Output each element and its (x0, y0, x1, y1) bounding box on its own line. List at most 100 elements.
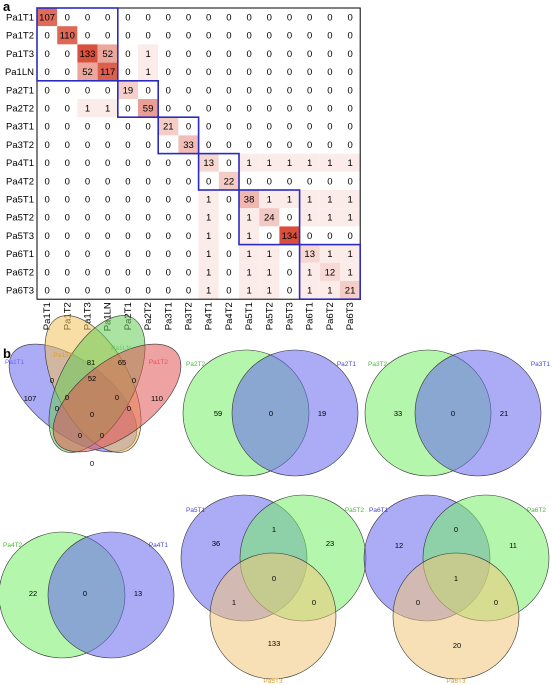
heatmap-cell (158, 117, 179, 136)
heatmap-cell (319, 80, 340, 99)
patient-group-box (157, 116, 200, 155)
heatmap-cell-value: 0 (287, 67, 292, 78)
heatmap-cell (319, 117, 340, 136)
heatmap-cell (138, 44, 159, 63)
heatmap-cell (198, 262, 219, 281)
heatmap-cell (340, 62, 361, 81)
heatmap-cell (198, 62, 219, 81)
heatmap-cell (138, 171, 159, 190)
heatmap-cell-value: 0 (85, 85, 90, 96)
venn-region-count: 0 (50, 376, 54, 385)
heatmap-cell (319, 99, 340, 118)
heatmap-cell (218, 117, 239, 136)
venn-set-circle (392, 552, 520, 680)
heatmap-cell-value: 0 (246, 176, 251, 187)
venn-set-name: Pa3T2 (368, 361, 388, 368)
heatmap-cell (57, 153, 78, 172)
heatmap-cell (77, 281, 98, 300)
heatmap-cell-value: 0 (65, 195, 70, 206)
heatmap-cell-value: 0 (347, 13, 352, 24)
heatmap-cell-value: 0 (65, 286, 70, 297)
heatmap-cell (138, 26, 159, 45)
heatmap-cell-value: 0 (145, 231, 150, 242)
heatmap-cell-value: 0 (267, 13, 272, 24)
heatmap-cell-value: 0 (65, 13, 70, 24)
venn-set-name: Pa5T1 (186, 507, 206, 514)
heatmap-cell (138, 62, 159, 81)
heatmap-cell-value: 0 (125, 13, 130, 24)
heatmap-cell (279, 171, 300, 190)
heatmap-cell-value: 1 (327, 213, 332, 224)
heatmap-cell (37, 153, 58, 172)
heatmap-cell-value: 0 (85, 213, 90, 224)
heatmap-cell-value: 0 (186, 31, 191, 42)
heatmap-cell (178, 135, 199, 154)
venn-region-count: 13 (134, 589, 142, 598)
heatmap-cell-value: 0 (287, 267, 292, 278)
heatmap-cell (77, 171, 98, 190)
heatmap-cell-value: 24 (264, 213, 275, 224)
column-label: Pa4T2 (224, 302, 235, 330)
venn-set-name: Pa3T1 (531, 361, 551, 368)
heatmap-cell-value: 1 (206, 231, 211, 242)
heatmap-cell-value: 0 (307, 31, 312, 42)
heatmap-cell (198, 171, 219, 190)
heatmap-cell (218, 262, 239, 281)
heatmap-cell (340, 226, 361, 245)
heatmap-cell-value: 0 (105, 176, 110, 187)
heatmap-cell (319, 153, 340, 172)
heatmap-cell-value: 0 (226, 122, 231, 133)
heatmap-cell-value: 1 (206, 286, 211, 297)
heatmap-cell-value: 0 (125, 67, 130, 78)
heatmap-cell (57, 244, 78, 263)
heatmap-cell (218, 99, 239, 118)
heatmap-cell (138, 226, 159, 245)
heatmap-cell-value: 0 (186, 49, 191, 60)
heatmap-cell-value: 1 (307, 267, 312, 278)
row-label: Pa3T2 (6, 140, 34, 151)
heatmap-cell-value: 0 (145, 122, 150, 133)
venn-set-name: Pa2T1 (337, 361, 357, 368)
heatmap-cell (178, 226, 199, 245)
heatmap-cell-value: 0 (186, 267, 191, 278)
heatmap-cell-value: 0 (166, 67, 171, 78)
heatmap-cell-value: 0 (287, 85, 292, 96)
heatmap-cell-value: 0 (246, 13, 251, 24)
heatmap-cell (77, 62, 98, 81)
venn-region-count: 0 (272, 574, 276, 583)
row-label: Pa1T1 (6, 13, 34, 24)
heatmap-cell (117, 171, 138, 190)
heatmap-cell-value: 0 (327, 140, 332, 151)
heatmap-cell-value: 0 (145, 286, 150, 297)
heatmap-cell (239, 281, 260, 300)
heatmap-cell-value: 1 (246, 158, 251, 169)
heatmap-cell (178, 281, 199, 300)
heatmap-cell (138, 208, 159, 227)
heatmap-cell-value: 0 (44, 31, 49, 42)
heatmap-cell (117, 262, 138, 281)
row-label: Pa4T1 (6, 158, 34, 169)
heatmap-cell-value: 0 (246, 85, 251, 96)
heatmap-cell (299, 80, 320, 99)
heatmap-cell (57, 80, 78, 99)
heatmap-cell (299, 208, 320, 227)
heatmap-cell (299, 62, 320, 81)
heatmap-cell-value: 0 (246, 31, 251, 42)
heatmap-cell-value: 1 (287, 158, 292, 169)
heatmap-cell-value: 0 (186, 13, 191, 24)
venn-region-count: 107 (24, 394, 37, 403)
heatmap-cell-value: 0 (65, 67, 70, 78)
heatmap-cell-value: 0 (246, 49, 251, 60)
heatmap-cell-value: 0 (327, 85, 332, 96)
heatmap-cell-value: 0 (267, 122, 272, 133)
heatmap-cell-value: 0 (105, 122, 110, 133)
heatmap-cell-value: 0 (206, 49, 211, 60)
heatmap-cell (57, 62, 78, 81)
heatmap-cell-value: 0 (105, 140, 110, 151)
heatmap-cell-value: 1 (327, 249, 332, 260)
venn-region-count: 0 (83, 589, 87, 598)
heatmap-cell (158, 281, 179, 300)
heatmap-cell (299, 153, 320, 172)
panel-a-label: a (3, 0, 11, 14)
heatmap-cell-value: 0 (287, 176, 292, 187)
